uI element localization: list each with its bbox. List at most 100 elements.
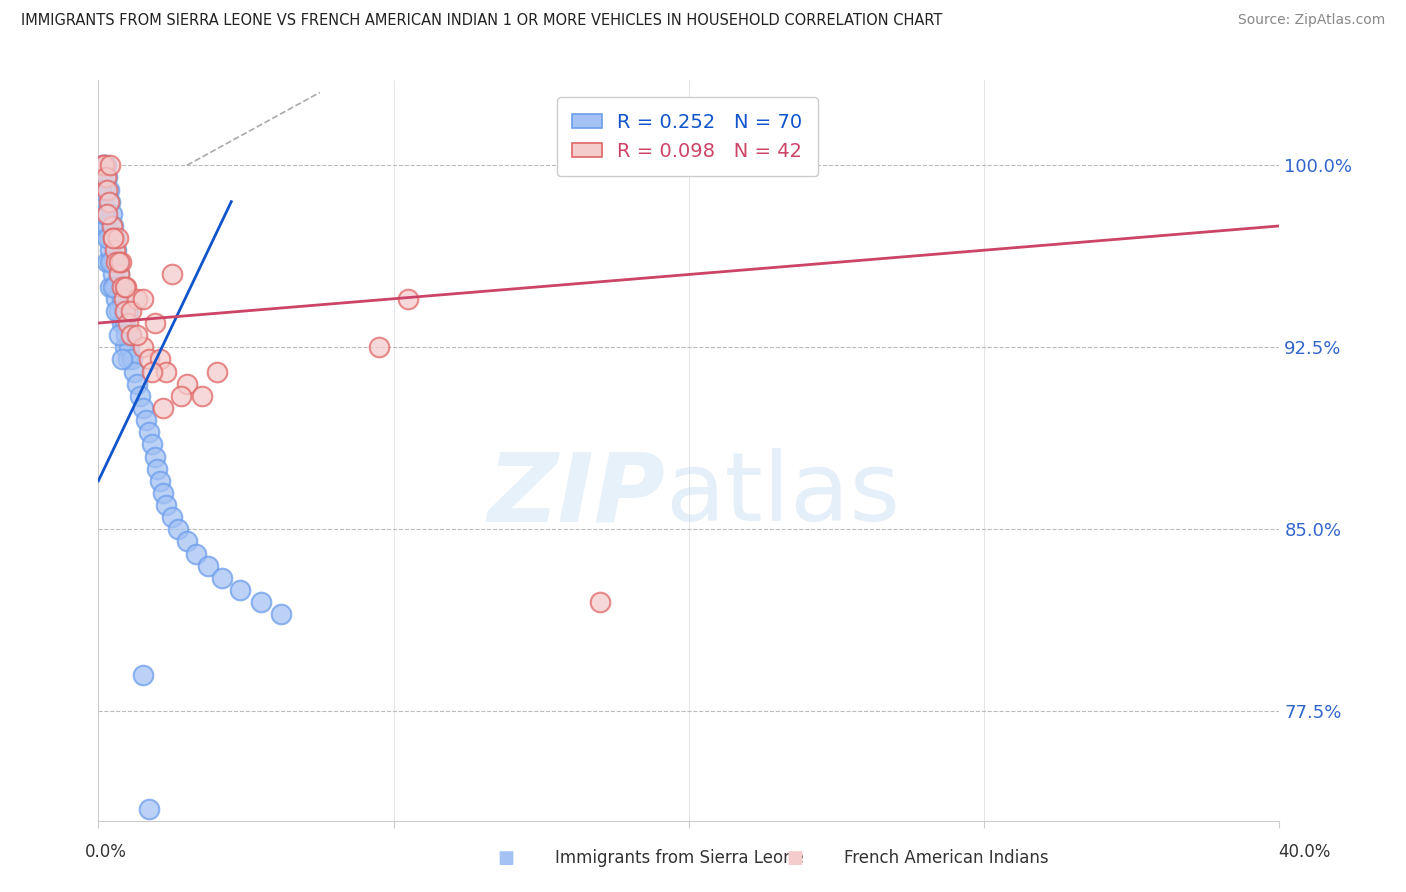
Point [97,231,120,245]
Point [111,279,134,293]
Point [103,231,125,245]
Point [149,352,172,367]
Point [110,255,132,269]
Point [229,582,252,597]
Point [117,304,139,318]
Point [398,292,420,306]
Point [114,304,136,318]
Point [191,389,214,403]
Point [132,340,155,354]
Point [103,268,125,282]
Point [108,255,131,269]
Point [121,352,143,367]
Point [108,268,131,282]
Point [110,279,132,293]
Point [91,170,114,185]
Point [184,547,207,561]
Point [103,219,125,233]
Point [105,304,128,318]
Point [103,231,125,245]
Text: Source: ZipAtlas.com: Source: ZipAtlas.com [1237,13,1385,28]
Point [91,158,114,172]
Point [162,268,183,282]
Point [104,279,127,293]
Point [96,231,118,245]
Point [94,170,117,185]
Point [211,571,233,585]
Point [115,279,138,293]
Point [93,158,115,172]
Point [108,304,131,318]
Point [170,389,193,403]
Point [125,328,148,343]
Point [117,352,139,367]
Point [368,340,391,354]
Point [98,279,121,293]
Point [132,292,155,306]
Point [91,194,114,209]
Point [94,207,117,221]
Text: 0.0%: 0.0% [84,843,127,861]
Point [176,534,198,549]
Point [205,365,228,379]
Point [143,316,166,330]
Point [111,352,134,367]
Point [98,255,121,269]
Point [97,194,120,209]
Point [105,243,128,257]
Point [100,207,122,221]
Point [108,328,131,343]
Point [167,522,190,536]
Point [100,219,122,233]
Point [111,316,134,330]
Point [96,255,118,269]
Point [120,328,142,343]
Point [96,182,118,196]
Point [96,170,118,185]
Point [120,304,142,318]
Point [93,207,115,221]
Point [138,352,160,367]
Point [111,292,134,306]
Point [112,304,135,318]
Point [104,231,127,245]
Point [155,365,177,379]
Point [132,668,155,682]
Point [107,231,129,245]
Point [114,279,136,293]
Point [141,365,163,379]
Point [176,376,198,391]
Point [270,607,292,622]
Point [90,182,112,196]
Point [250,595,273,609]
Point [125,292,148,306]
Point [103,279,125,293]
Legend: R = 0.252   N = 70, R = 0.098   N = 42: R = 0.252 N = 70, R = 0.098 N = 42 [557,97,818,177]
Point [97,182,120,196]
Point [125,376,148,391]
Point [143,450,166,464]
Point [96,219,118,233]
Point [98,194,121,209]
Text: 40.0%: 40.0% [1278,843,1331,861]
Point [108,268,131,282]
Point [114,340,136,354]
Text: IMMIGRANTS FROM SIERRA LEONE VS FRENCH AMERICAN INDIAN 1 OR MORE VEHICLES IN HOU: IMMIGRANTS FROM SIERRA LEONE VS FRENCH A… [21,13,942,29]
Point [146,461,169,475]
Point [104,243,127,257]
Point [105,255,128,269]
Point [122,365,145,379]
Point [135,413,157,427]
Point [91,158,114,172]
Point [152,486,174,500]
Text: French American Indians: French American Indians [844,849,1049,867]
Text: atlas: atlas [665,449,900,541]
Point [155,498,177,512]
Point [152,401,174,415]
Text: ■: ■ [498,849,515,867]
Point [120,328,142,343]
Point [141,437,163,451]
Point [98,158,121,172]
Point [93,219,115,233]
Point [93,182,115,196]
